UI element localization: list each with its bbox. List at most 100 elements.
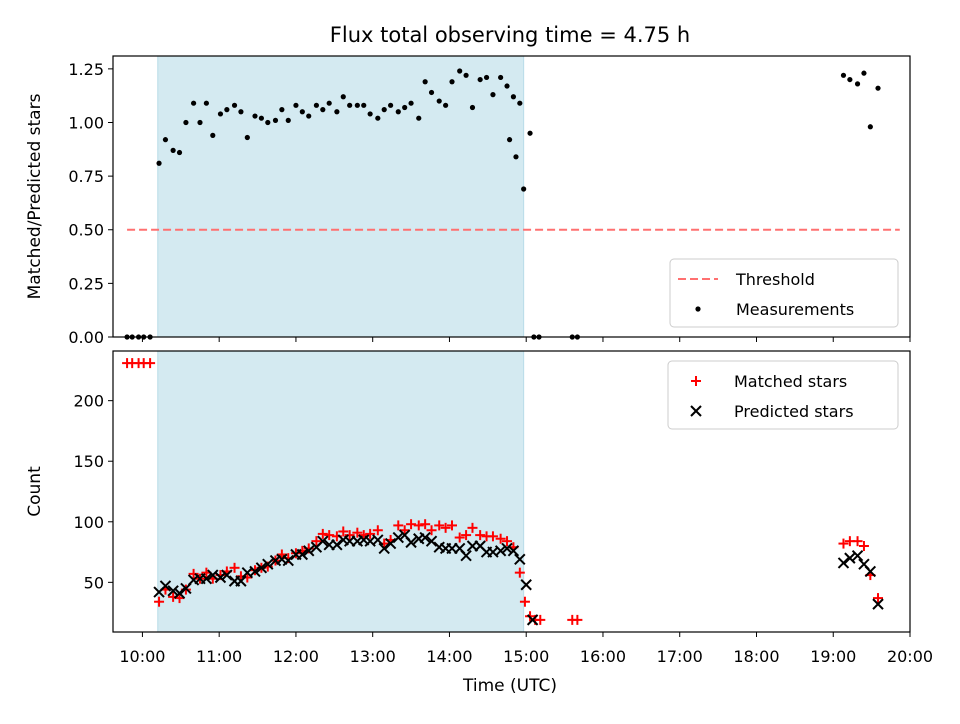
x-marker-b	[235, 575, 247, 587]
predicted-stars-point	[296, 548, 309, 561]
x-marker-b	[303, 545, 315, 557]
measurement-point	[326, 100, 332, 106]
measurement-point	[477, 76, 483, 83]
measurement-point	[334, 109, 340, 115]
x-tick-label: 11:00	[196, 647, 242, 666]
measurement-point	[210, 132, 216, 138]
measurement-point	[847, 76, 853, 83]
measurement-point	[422, 79, 428, 85]
predicted-stars-point	[372, 534, 384, 546]
matched-stars-point	[358, 530, 369, 541]
measurement-point	[469, 104, 476, 111]
matched-stars-point	[174, 593, 185, 604]
measurement-point	[361, 102, 367, 108]
matched-stars-point	[447, 520, 458, 531]
matched-stars-point	[338, 526, 349, 537]
x-marker-b	[221, 569, 233, 581]
x-marker-b	[167, 585, 179, 597]
measurement-point	[238, 109, 244, 115]
measurement-point	[156, 160, 162, 166]
count-panel: 50 100 150 200 10:00 11:00 12:00 13:00 14:00 15:0…	[25, 350, 933, 666]
matched-stars-point	[188, 568, 199, 579]
x-marker-b	[526, 614, 539, 626]
x-marker-b	[262, 558, 274, 570]
measurement-point	[483, 74, 490, 81]
x-marker-b	[453, 542, 466, 555]
matched-stars-point	[372, 525, 383, 536]
matched-stars-point	[406, 519, 417, 530]
measurement-point	[340, 94, 346, 100]
y-tick-label: 0.50	[68, 221, 104, 240]
measurement-point	[244, 134, 250, 141]
legend-label: Measurements	[736, 300, 854, 319]
y-tick-label: 200	[73, 392, 104, 411]
measurement-point	[203, 100, 209, 106]
x-tick-label: 20:00	[887, 647, 933, 666]
matched-stars-point	[838, 538, 849, 549]
predicted-stars-point	[419, 531, 431, 544]
measurement-point	[449, 79, 455, 85]
matched-stars-point	[413, 520, 424, 531]
x-tick-label: 16:00	[580, 647, 626, 666]
legend-box	[667, 360, 899, 430]
observing-window-span	[157, 56, 524, 337]
predicted-stars-point	[214, 571, 227, 584]
x-marker-b	[494, 545, 507, 557]
matched-stars-point	[317, 528, 328, 539]
predicted-stars-point	[255, 562, 268, 574]
predicted-stars-point	[331, 539, 343, 551]
x-tick-label: 18:00	[733, 647, 779, 666]
matched-stars-point	[311, 536, 322, 547]
measurement-point	[416, 115, 422, 121]
measurement-point	[272, 117, 279, 123]
measurement-point	[428, 89, 435, 96]
figure-title: Flux total observing time = 4.75 h	[330, 23, 690, 47]
x-marker-b	[872, 598, 884, 610]
matched-stars-point	[502, 536, 513, 547]
predicted-stars-point	[520, 579, 532, 591]
predicted-stars-point	[317, 535, 329, 547]
predicted-stars-point	[159, 580, 172, 592]
predicted-stars-point	[303, 545, 315, 557]
legend-box	[669, 258, 899, 328]
x-tick-label: 13:00	[350, 647, 396, 666]
y-tick-label: 1.25	[68, 60, 104, 79]
measurement-point	[224, 107, 230, 113]
measurement-point	[443, 102, 449, 108]
predicted-stars-point	[872, 598, 884, 610]
measurement-point	[463, 72, 469, 78]
measurement-point	[875, 85, 881, 91]
x-marker-b	[282, 554, 294, 567]
x-marker-b	[844, 552, 856, 564]
y-tick-label: 0.25	[68, 274, 104, 293]
x-marker-b	[276, 553, 288, 566]
predicted-stars-point	[851, 549, 864, 562]
matched-stars-point	[572, 614, 583, 625]
predicted-stars-point	[494, 545, 507, 557]
matched-stars-point	[495, 533, 506, 544]
x-marker-b	[173, 587, 186, 599]
x-marker-b	[398, 529, 411, 541]
x-marker-b	[200, 572, 213, 585]
legend-label: Matched stars	[734, 372, 847, 391]
x-marker-b	[317, 535, 329, 547]
x-marker-b	[851, 549, 864, 562]
x-axis-label: Time (UTC)	[462, 676, 557, 696]
predicted-stars-point	[167, 585, 179, 597]
predicted-stars-point	[282, 554, 294, 567]
matched-stars-point	[519, 596, 530, 607]
x-marker-b	[419, 531, 431, 544]
axes-frame	[112, 350, 911, 633]
x-tick-label: 10:00	[119, 647, 165, 666]
measurement-point	[265, 119, 271, 126]
predicted-stars-point	[514, 553, 526, 566]
x-marker-b	[378, 542, 390, 555]
measurement-point	[293, 102, 299, 108]
y-tick-label: 100	[73, 513, 104, 532]
measurement-point	[395, 109, 401, 115]
measurement-point	[408, 100, 414, 106]
y-tick-label: 1.00	[68, 113, 104, 132]
x-tick-label: 19:00	[810, 647, 856, 666]
legend: Matched stars Predicted stars	[667, 360, 899, 430]
matched-stars-point	[426, 525, 437, 536]
